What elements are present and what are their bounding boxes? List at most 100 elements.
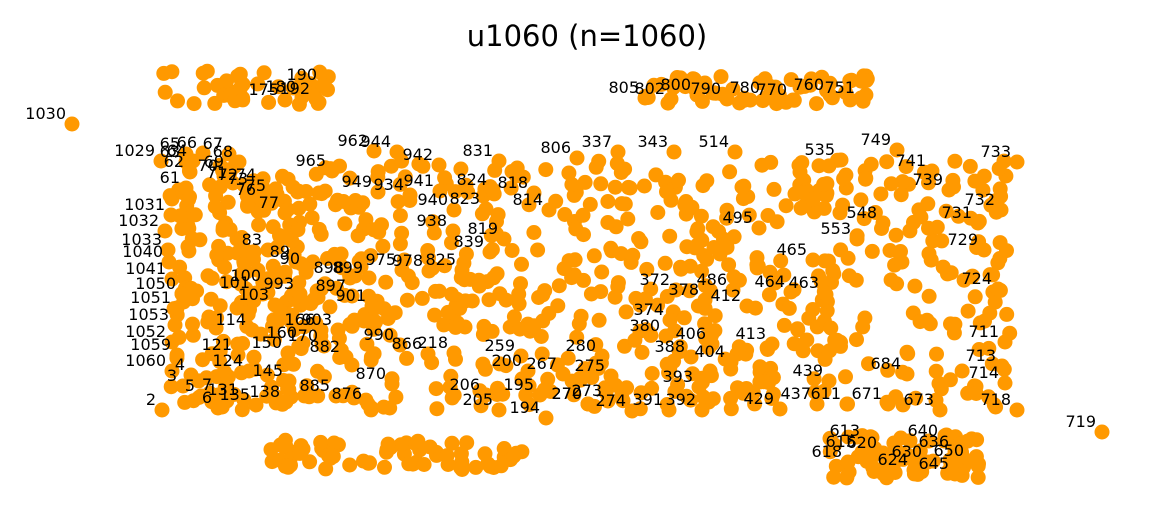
- graph-node: [219, 274, 235, 290]
- graph-node: [773, 253, 789, 269]
- graph-node: [164, 64, 180, 80]
- graph-node: [990, 281, 1006, 297]
- graph-node: [921, 175, 936, 191]
- graph-node: [659, 184, 674, 200]
- graph-node-label: 64: [167, 141, 187, 160]
- graph-node: [397, 169, 413, 185]
- graph-node: [236, 392, 252, 408]
- graph-node-label: 429: [743, 389, 774, 408]
- graph-node: [999, 306, 1015, 322]
- graph-node-label: 814: [512, 190, 543, 209]
- graph-node: [805, 252, 821, 268]
- graph-node-label: 195: [503, 375, 534, 394]
- graph-node-label: 714: [968, 363, 999, 382]
- graph-node: [615, 393, 631, 409]
- graph-node: [661, 402, 677, 418]
- graph-node: [458, 293, 473, 309]
- graph-node: [233, 79, 249, 95]
- graph-node: [327, 246, 343, 262]
- graph-node: [888, 227, 904, 243]
- graph-node: [236, 256, 252, 272]
- graph-node: [177, 394, 193, 410]
- graph-node: [298, 184, 314, 199]
- graph-node: [432, 183, 448, 199]
- graph-node: [416, 457, 432, 472]
- graph-node: [738, 381, 754, 396]
- graph-node: [610, 275, 626, 291]
- graph-node: [313, 322, 329, 338]
- graph-node: [772, 401, 788, 417]
- graph-node-label: 636: [918, 432, 949, 451]
- graph-node: [503, 180, 519, 196]
- graph-node: [776, 267, 792, 283]
- graph-node: [854, 444, 870, 460]
- graph-node: [566, 387, 582, 403]
- graph-node: [218, 374, 234, 390]
- graph-node: [938, 203, 954, 219]
- graph-node: [666, 144, 682, 160]
- graph-node: [377, 459, 392, 475]
- graph-node: [593, 176, 609, 192]
- graph-node: [816, 176, 832, 192]
- graph-node: [856, 211, 872, 227]
- graph-node: [263, 442, 279, 458]
- graph-node-label: 901: [335, 286, 366, 305]
- graph-node: [942, 372, 958, 388]
- graph-node-label: 378: [668, 280, 699, 299]
- graph-node-label: 194: [509, 398, 540, 417]
- graph-node-label: 145: [252, 361, 283, 380]
- graph-node: [376, 399, 392, 415]
- graph-node: [564, 177, 580, 192]
- graph-node: [344, 288, 360, 304]
- graph-node-label: 818: [497, 173, 528, 192]
- graph-node: [764, 336, 780, 352]
- graph-node: [636, 178, 652, 194]
- graph-node-label: 615: [825, 432, 856, 451]
- graph-node-label: 166: [284, 310, 315, 329]
- graph-node: [723, 390, 739, 406]
- graph-node: [924, 163, 940, 179]
- graph-node-label: 885: [299, 376, 330, 395]
- graph-node-label: 114: [215, 310, 246, 329]
- graph-node: [427, 307, 443, 323]
- graph-node-label: 77: [259, 193, 279, 212]
- graph-node: [364, 298, 380, 314]
- graph-node: [468, 459, 484, 475]
- graph-node: [513, 348, 529, 364]
- graph-node: [644, 380, 660, 396]
- graph-node: [999, 243, 1014, 259]
- graph-node-label: 1041: [125, 259, 166, 278]
- graph-node: [752, 359, 768, 375]
- graph-node: [778, 198, 794, 214]
- graph-node: [167, 317, 183, 333]
- graph-node: [610, 144, 626, 160]
- graph-node: [290, 222, 306, 238]
- graph-node: [292, 445, 308, 461]
- graph-node-label: 270: [551, 384, 582, 403]
- graph-node: [634, 344, 650, 360]
- graph-node: [270, 79, 286, 95]
- graph-node: [183, 367, 199, 383]
- graph-node-label: 624: [877, 450, 908, 469]
- graph-node: [603, 240, 619, 256]
- graph-node-label: 944: [360, 132, 391, 151]
- graph-node: [278, 438, 294, 454]
- graph-node-label: 645: [918, 454, 949, 473]
- graph-node-label: 412: [710, 286, 741, 305]
- graph-node-label: 1032: [118, 211, 159, 230]
- graph-node: [178, 180, 194, 196]
- graph-node: [841, 429, 856, 445]
- graph-node-label: 733: [980, 142, 1011, 161]
- graph-node: [248, 397, 264, 413]
- graph-node-label: 749: [860, 130, 891, 149]
- graph-node: [677, 79, 693, 95]
- graph-node: [781, 300, 797, 316]
- graph-node: [994, 358, 1010, 374]
- graph-node: [741, 207, 757, 223]
- graph-node: [308, 91, 324, 107]
- graph-node-label: 684: [870, 354, 901, 373]
- graph-node: [244, 322, 260, 338]
- graph-node: [702, 363, 718, 379]
- graph-node-label: 940: [417, 190, 448, 209]
- graph-node: [526, 318, 542, 334]
